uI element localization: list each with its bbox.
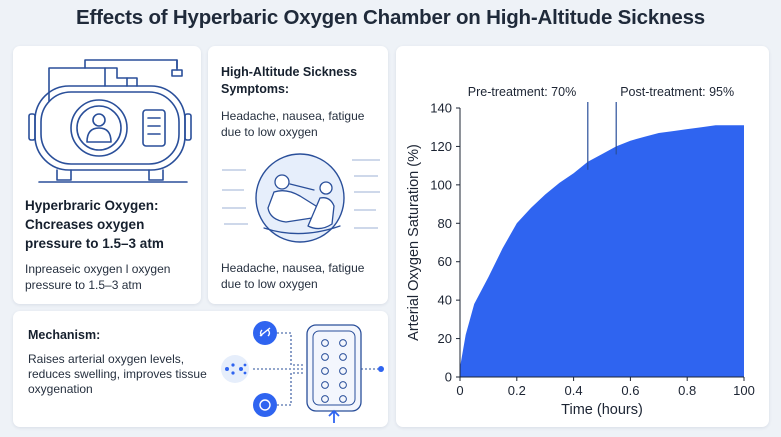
page-title: Effects of Hyperbaric Oxygen Chamber on …: [76, 6, 705, 29]
oxygen-link-icon: [253, 321, 277, 345]
mechanism-diagram: [221, 321, 384, 423]
y-tick-label: 20: [438, 331, 452, 346]
molecule-icon: [221, 355, 249, 383]
y-tick-label: 40: [438, 293, 452, 308]
x-tick-label: 0.6: [621, 383, 639, 398]
hyperbaric-description: Inpreaseic oxygen l oxygen pressure to 1…: [25, 262, 171, 292]
symptoms-card: High-Altitude Sickness Symptoms: Headach…: [208, 46, 388, 304]
saturation-area: [460, 125, 744, 377]
y-tick-label: 100: [430, 177, 452, 192]
y-axis-label: Arterial Oxygen Saturation (%): [406, 144, 422, 341]
x-tick-label: 0.2: [508, 383, 526, 398]
symptoms-description-bottom: Headache, nausea, fatigue due to low oxy…: [221, 261, 365, 291]
hyperbaric-card: Hyperbraric Oxygen: Chcreases oxygen pre…: [13, 46, 201, 304]
y-tick-label: 0: [445, 370, 452, 385]
oxygen-device-icon: [306, 324, 362, 412]
patient-illustration-icon: [222, 153, 380, 243]
x-tick-label: 0: [456, 383, 463, 398]
mechanism-title: Mechanism:: [28, 328, 101, 342]
mechanism-description: Raises arterial oxygen levels, reduces s…: [28, 352, 207, 396]
hyperbaric-title: Hyperbraric Oxygen: Chcreases oxygen pre…: [25, 198, 164, 251]
chart-card: Pre-treatment: 70% Post-treatment: 95% 0 20…: [396, 46, 769, 427]
y-tick-label: 80: [438, 216, 452, 231]
x-tick-label: 100: [733, 383, 755, 398]
x-axis-label: Time (hours): [561, 402, 643, 418]
annotation-label-1: Pre-treatment: 70%: [468, 85, 576, 99]
oxygen-saturation-chart: Pre-treatment: 70% Post-treatment: 95% 0 20…: [406, 85, 755, 418]
cell-icon: [253, 393, 277, 417]
y-tick-label: 60: [438, 254, 452, 269]
hyperbaric-chamber-icon: [28, 59, 192, 183]
x-tick-label: 0.4: [565, 383, 583, 398]
symptoms-description-top: Headache, nausea, fatigue due to low oxy…: [221, 109, 365, 139]
y-tick-label: 120: [430, 139, 452, 154]
mechanism-card: Mechanism: Raises arterial oxygen levels…: [13, 311, 388, 427]
annotation-label-2: Post-treatment: 95%: [620, 85, 734, 99]
symptoms-title: High-Altitude Sickness Symptoms:: [221, 65, 358, 96]
y-tick-label: 140: [430, 101, 452, 116]
x-tick-label: 0.8: [678, 383, 696, 398]
